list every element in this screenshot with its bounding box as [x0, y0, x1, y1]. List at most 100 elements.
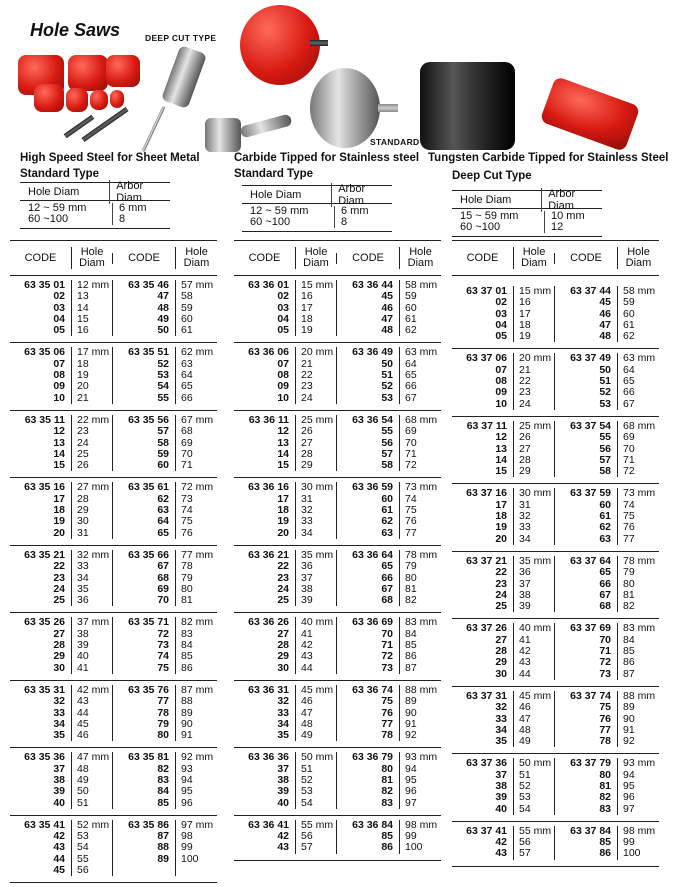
- hole-diam-cell: 30 mm: [295, 482, 336, 494]
- code-cell: 19: [495, 521, 507, 534]
- table-row: 15 29 58 72: [452, 465, 659, 478]
- hole-diam-cell: 38: [71, 628, 112, 641]
- table-row: 63 36 01 15 mm 63 36 44 58 mm: [234, 279, 441, 292]
- hole-diam-cell: 34: [295, 527, 336, 539]
- code-cell: 34: [495, 723, 507, 736]
- table-row: 63 37 16 30 mm 63 37 59 73 mm: [452, 488, 659, 500]
- table-row: 19 33 62 76: [452, 521, 659, 534]
- hole-diam-cell: 38: [295, 583, 336, 596]
- table-row: 27 41 70 84: [234, 628, 441, 641]
- code-cell: 25: [495, 600, 507, 613]
- table-row: 32 46 75 89: [234, 695, 441, 708]
- code-cell: 85: [554, 836, 617, 849]
- table-row: 25 39 68 82: [234, 594, 441, 607]
- table-header: CODE Hole Diam CODE Hole Diam: [452, 241, 659, 276]
- table-row: 42 53 87 98: [10, 830, 217, 843]
- table-row: 63 35 06 17 mm 63 35 51 62 mm: [10, 347, 217, 359]
- hole-diam-cell: 44: [513, 668, 554, 680]
- code-cell: 86: [336, 842, 399, 854]
- table-row: 33 47 76 90: [452, 713, 659, 725]
- table-row: 24 38 67 81: [452, 589, 659, 602]
- code-cell: 27: [495, 633, 507, 646]
- code-cell: 67: [336, 583, 399, 596]
- hole-diam-cell: 21: [71, 392, 112, 404]
- code-cell: 48: [112, 302, 175, 314]
- hole-diam-cell: 79: [399, 560, 441, 573]
- code-cell: 23: [277, 571, 289, 584]
- spec-hole-range: 12 ~ 59 mm: [250, 205, 309, 217]
- table-row: 40 51 85 96: [10, 796, 217, 809]
- code-cell: 32: [495, 701, 507, 714]
- code-cell: 57: [554, 454, 617, 467]
- table-row: 03 17 46 60: [452, 308, 659, 320]
- hole-diam-cell: 16: [295, 290, 336, 303]
- code-cell: 63 37 31: [466, 689, 507, 702]
- section-heading: Carbide Tipped for Stainless steel Stand…: [234, 150, 419, 182]
- hole-diam-cell: 49: [513, 735, 554, 748]
- header-hole-diam: Hole Diam: [399, 247, 441, 269]
- table-row: 14 25 59 70: [10, 448, 217, 461]
- table-row: 24 38 67 81: [234, 583, 441, 596]
- code-cell: 62: [112, 493, 175, 506]
- table-row: 38 52 81 95: [234, 774, 441, 787]
- hole-diam-cell: 82: [399, 594, 441, 607]
- code-cell: 82: [112, 763, 175, 775]
- table-row: 30 44 73 87: [452, 668, 659, 680]
- arbor-spec-table: Hole Diam Arbor Diam 12 ~ 59 mm 60 ~100 6 m…: [242, 182, 392, 232]
- hole-diam-cell: 26: [513, 431, 554, 444]
- table-row: 38 52 81 95: [452, 780, 659, 793]
- header-hole-diam: Hole Diam: [175, 247, 217, 269]
- hole-diam-cell: 98 mm: [399, 819, 441, 832]
- hole-diam-cell: 96: [617, 791, 659, 804]
- code-group: 63 36 01 15 mm 63 36 44 58 mm 02 16 45 5…: [234, 276, 441, 344]
- code-cell: 40: [53, 796, 65, 809]
- code-cell: 62: [554, 522, 617, 534]
- hole-diam-cell: 73 mm: [617, 488, 659, 500]
- table-row: 25 39 68 82: [452, 600, 659, 613]
- hole-diam-cell: 80: [175, 583, 217, 596]
- hole-diam-cell: 43: [295, 651, 336, 663]
- hole-diam-cell: 94: [399, 763, 441, 775]
- code-cell: 63 35 51: [112, 347, 175, 359]
- table-row: 34 45 79 90: [10, 718, 217, 731]
- code-cell: 63 36 01: [248, 279, 289, 291]
- code-cell: 07: [495, 363, 507, 376]
- code-cell: 89: [112, 853, 175, 866]
- hole-diam-cell: 81: [399, 583, 441, 596]
- code-cell: 47: [554, 319, 617, 332]
- hole-diam-cell: 22: [513, 375, 554, 388]
- code-cell: 22: [495, 566, 507, 579]
- hole-diam-cell: 72 mm: [175, 482, 217, 494]
- hole-diam-cell: 91: [175, 729, 217, 742]
- hole-diam-cell: 65: [399, 369, 441, 382]
- hole-diam-cell: 15 mm: [513, 285, 554, 298]
- hole-diam-cell: 46: [71, 729, 112, 742]
- hole-diam-cell: 66: [399, 381, 441, 393]
- code-cell: 53: [112, 369, 175, 382]
- code-cell: 63 37 59: [554, 488, 617, 500]
- code-cell: 75: [112, 662, 175, 674]
- spec-header-hole-diam: Hole Diam: [28, 185, 80, 198]
- table-row: 15 29 58 72: [234, 459, 441, 472]
- spec-arbor-size: 6 mm: [119, 202, 147, 214]
- code-cell: 33: [277, 706, 289, 719]
- hole-diam-cell: 42 mm: [71, 684, 112, 697]
- code-table: CODE Hole Diam CODE Hole Diam 63 37 01 1…: [452, 240, 659, 867]
- table-row: 17 31 60 74: [234, 493, 441, 506]
- table-row: 22 36 65 79: [234, 560, 441, 573]
- code-cell: 65: [554, 566, 617, 579]
- hole-diam-cell: 59: [399, 290, 441, 303]
- code-cell: 67: [112, 560, 175, 573]
- spec-header-hole-diam: Hole Diam: [460, 193, 512, 206]
- code-cell: 22: [53, 560, 65, 573]
- code-cell: 03: [277, 301, 289, 314]
- code-cell: 55: [112, 392, 175, 404]
- hole-diam-cell: 74: [175, 504, 217, 517]
- hole-diam-cell: 93: [175, 763, 217, 775]
- hole-diam-cell: 90: [399, 707, 441, 719]
- code-cell: 49: [112, 313, 175, 326]
- hole-diam-cell: 42: [513, 645, 554, 658]
- spec-header-arbor-diam: Arbor Diam: [109, 179, 170, 204]
- table-header: CODE Hole Diam CODE Hole Diam: [10, 241, 217, 276]
- code-cell: 20: [53, 526, 65, 539]
